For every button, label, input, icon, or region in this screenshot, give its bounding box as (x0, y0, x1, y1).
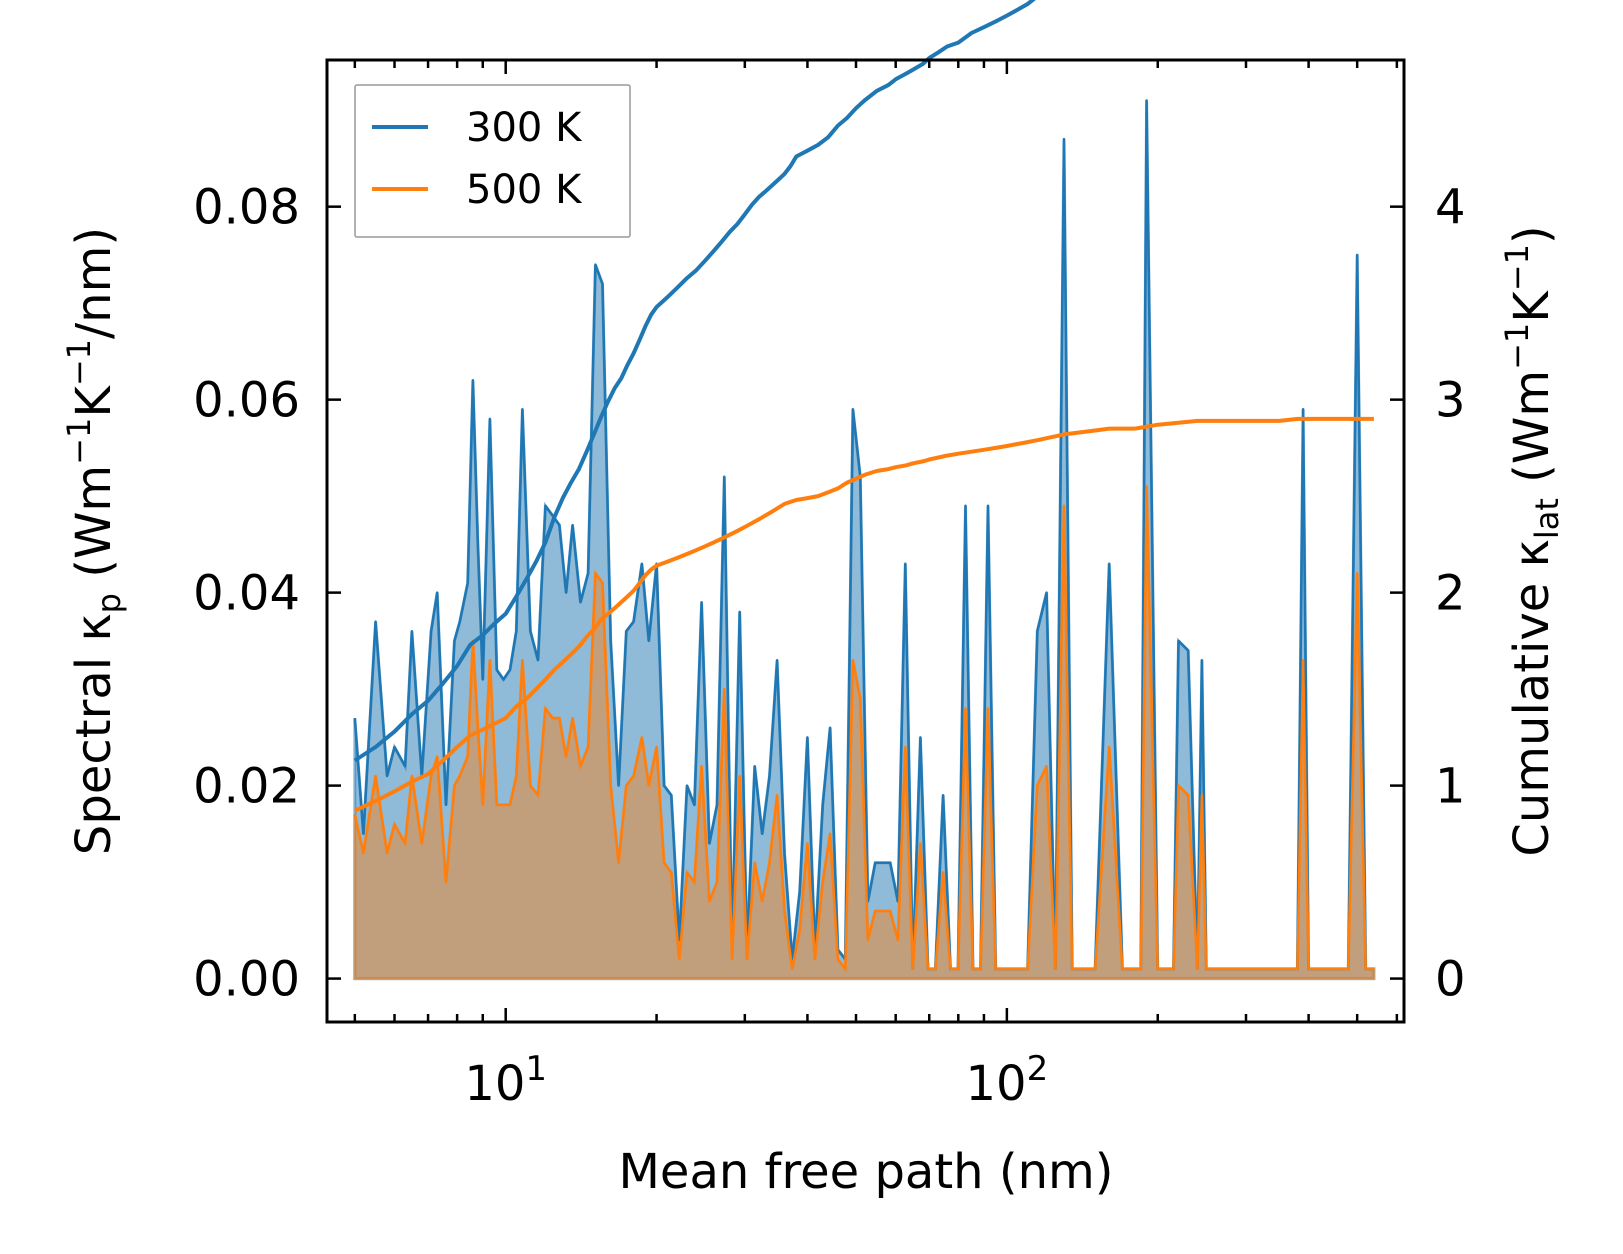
y-left-axis-label: Spectral κp (Wm−1K−1/nm) (60, 227, 128, 855)
y-right-tick-label: 3 (1435, 373, 1466, 429)
y-left-tick-label: 0.00 (193, 952, 300, 1008)
legend: 300 K 500 K (354, 84, 631, 238)
y-left-tick-label: 0.04 (193, 566, 300, 622)
spectral-line-500k (353, 485, 1374, 971)
axis-labels: 101 102 0.00 0.02 0.04 0.06 0.08 0 1 2 3 4 Mean free… (60, 180, 1566, 1200)
legend-label-300k: 300 K (466, 105, 583, 151)
cumulative-line-300k (353, 0, 1036, 763)
x-tick-label: 102 (966, 1049, 1049, 1112)
y-left-tick-label: 0.02 (193, 759, 300, 815)
legend-box (354, 84, 631, 238)
y-right-axis-label: Cumulative κlat (Wm−1K−1) (1498, 225, 1566, 856)
y-left-tick-label: 0.08 (193, 180, 300, 236)
y-right-tick-label: 2 (1435, 566, 1466, 622)
spectral-lines (353, 99, 1374, 971)
cumulative-line-500k (353, 416, 1374, 813)
axis-ticks (327, 60, 1404, 1022)
legend-label-500k: 500 K (466, 167, 583, 213)
cumulative-lines (353, 0, 1374, 813)
x-axis-label: Mean free path (nm) (619, 1144, 1114, 1200)
y-right-tick-label: 4 (1435, 180, 1466, 236)
y-right-tick-label: 0 (1435, 952, 1466, 1008)
y-right-tick-label: 1 (1435, 759, 1466, 815)
x-tick-label: 101 (464, 1049, 547, 1112)
y-left-tick-label: 0.06 (193, 373, 300, 429)
plot-frame (325, 58, 1406, 1024)
